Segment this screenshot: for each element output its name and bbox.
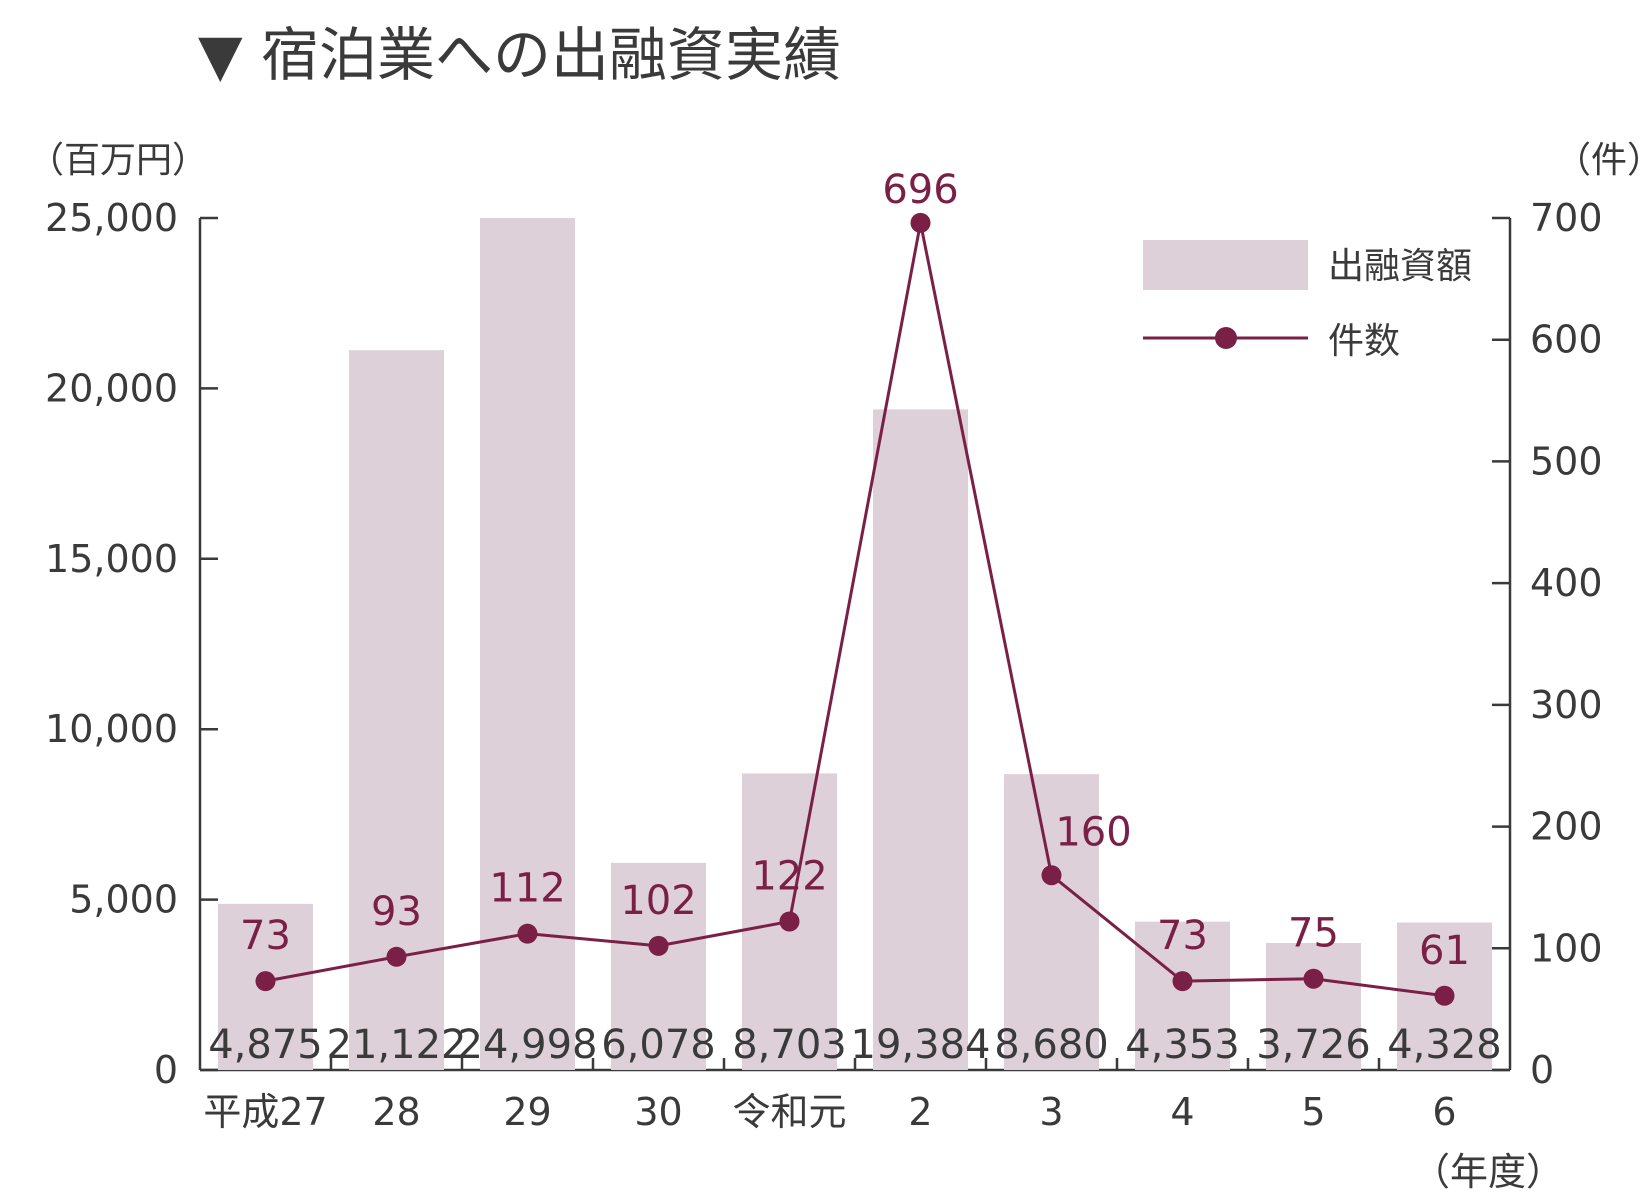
- left-axis-unit: （百万円）: [28, 140, 208, 181]
- count-value-label: 696: [882, 167, 958, 213]
- bar-value-label: 19,384: [851, 1022, 991, 1068]
- right-tick-label: 100: [1530, 926, 1603, 970]
- count-value-label: 73: [1157, 913, 1208, 959]
- line-series: [255, 212, 1455, 1006]
- right-tick-label: 0: [1530, 1048, 1554, 1092]
- bar-value-label: 24,998: [458, 1022, 598, 1068]
- count-value-label: 73: [240, 913, 291, 959]
- count-point: [1303, 968, 1324, 989]
- left-tick-label: 20,000: [45, 366, 178, 410]
- bar: [873, 409, 968, 1070]
- count-value-label: 160: [1055, 809, 1131, 855]
- bar-value-label: 6,078: [601, 1022, 716, 1068]
- left-tick-label: 5,000: [69, 878, 178, 922]
- count-value-label: 112: [489, 866, 565, 912]
- bar: [1135, 921, 1230, 1070]
- right-tick-label: 700: [1530, 196, 1603, 240]
- category-label: 2: [908, 1090, 932, 1134]
- category-label: 5: [1301, 1090, 1325, 1134]
- count-point: [779, 911, 800, 932]
- left-tick-label: 0: [154, 1048, 178, 1092]
- count-point: [1041, 865, 1062, 886]
- count-point: [1434, 985, 1455, 1006]
- count-point: [255, 971, 276, 992]
- legend-line-marker: [1215, 327, 1237, 349]
- category-label: 30: [634, 1090, 682, 1134]
- left-tick-label: 15,000: [45, 537, 178, 581]
- bar-value-label: 4,875: [208, 1022, 323, 1068]
- bar: [611, 862, 706, 1070]
- bar: [1004, 774, 1099, 1070]
- right-tick-label: 300: [1530, 683, 1603, 727]
- x-axis-unit: （年度）: [1412, 1150, 1564, 1194]
- count-value-label: 93: [371, 889, 422, 935]
- category-label: 4: [1170, 1090, 1194, 1134]
- category-label: 29: [503, 1090, 551, 1134]
- category-label: 28: [372, 1090, 420, 1134]
- bar-value-label: 8,680: [994, 1022, 1109, 1068]
- legend-bar-label: 出融資額: [1328, 246, 1472, 287]
- category-label: 令和元: [732, 1090, 846, 1134]
- count-value-label: 61: [1419, 928, 1470, 974]
- axes: 0 5,000 10,000 15,000 20,000 25,000 0 100 200 300…: [45, 196, 1603, 1134]
- count-point: [1172, 971, 1193, 992]
- bar: [1266, 943, 1361, 1070]
- right-tick-label: 600: [1530, 318, 1603, 362]
- legend: 出融資額 件数: [1143, 240, 1472, 362]
- bar-value-label: 4,353: [1125, 1022, 1240, 1068]
- right-tick-label: 400: [1530, 561, 1603, 605]
- count-point: [648, 935, 669, 956]
- category-label: 6: [1432, 1090, 1456, 1134]
- bar-value-label: 21,122: [327, 1022, 467, 1068]
- bar-value-label: 4,328: [1387, 1022, 1502, 1068]
- left-tick-label: 25,000: [45, 196, 178, 240]
- count-point: [386, 946, 407, 967]
- legend-bar-swatch: [1143, 240, 1308, 290]
- right-axis-unit: （件）: [1555, 140, 1645, 181]
- right-tick-label: 200: [1530, 805, 1603, 849]
- count-point: [910, 212, 931, 233]
- bar-value-label: 3,726: [1256, 1022, 1371, 1068]
- count-point: [517, 923, 538, 944]
- bar-value-label: 8,703: [732, 1022, 847, 1068]
- count-value-label: 75: [1288, 911, 1339, 957]
- count-value-label: 102: [620, 878, 696, 924]
- count-value-label: 122: [751, 854, 827, 900]
- category-label: 平成27: [203, 1090, 327, 1134]
- category-label: 3: [1039, 1090, 1063, 1134]
- left-tick-label: 10,000: [45, 707, 178, 751]
- legend-line-label: 件数: [1328, 321, 1400, 362]
- right-tick-label: 500: [1530, 439, 1603, 483]
- chart-title: ▼ 宿泊業への出融資実績: [198, 21, 841, 89]
- count-line: [265, 222, 1445, 998]
